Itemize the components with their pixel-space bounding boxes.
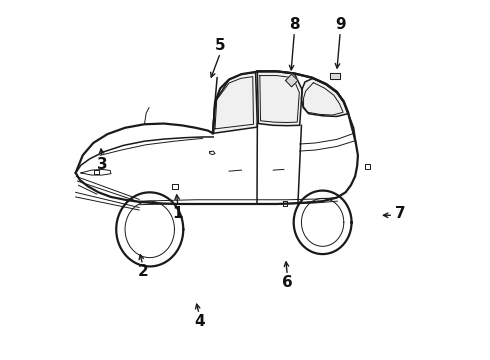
Polygon shape [213, 72, 257, 134]
Polygon shape [301, 78, 348, 117]
Text: 3: 3 [97, 157, 107, 172]
Polygon shape [286, 74, 298, 87]
Text: 9: 9 [335, 17, 345, 32]
Polygon shape [330, 73, 340, 80]
Text: 6: 6 [282, 275, 293, 290]
Text: 1: 1 [172, 206, 183, 221]
Text: 2: 2 [137, 264, 148, 279]
Text: 5: 5 [215, 39, 225, 53]
Text: 8: 8 [289, 17, 300, 32]
Text: 7: 7 [395, 206, 406, 221]
Text: 4: 4 [194, 314, 204, 329]
Polygon shape [257, 71, 302, 126]
